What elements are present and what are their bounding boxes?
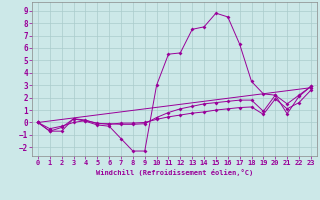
X-axis label: Windchill (Refroidissement éolien,°C): Windchill (Refroidissement éolien,°C) [96,169,253,176]
